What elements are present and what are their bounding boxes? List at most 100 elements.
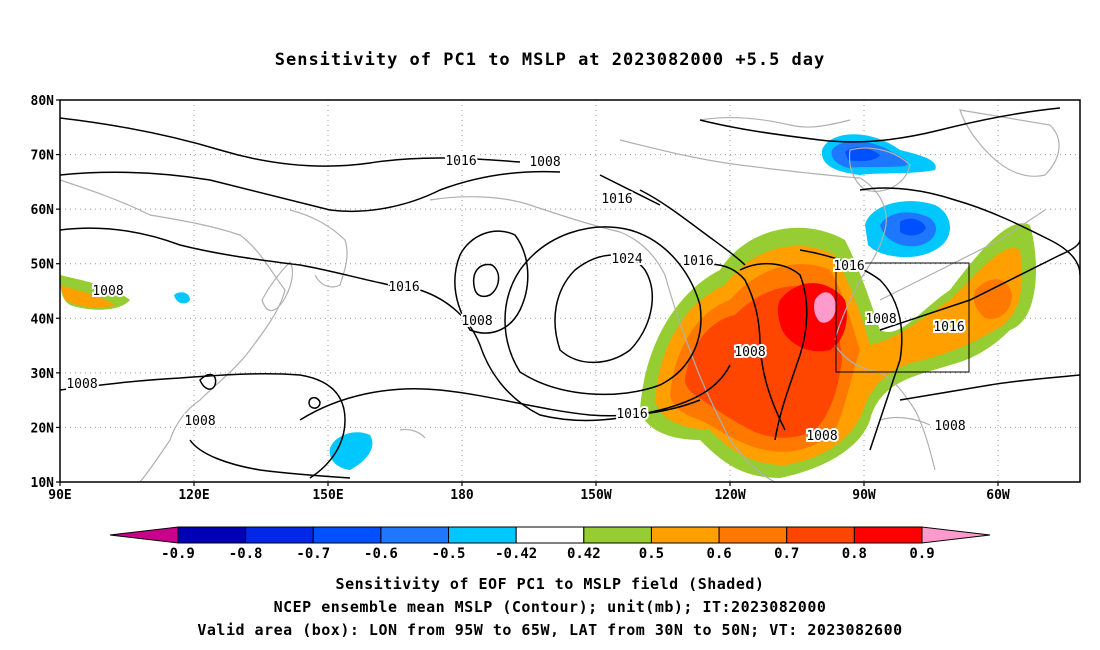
colorbar-label: 0.6 (706, 546, 731, 562)
lat-tick-label: 50N (31, 258, 55, 273)
contour-label: 1016 (388, 280, 419, 295)
lon-tick-label: 90W (852, 488, 876, 503)
contour-6 (554, 254, 653, 364)
coast-gulf (834, 344, 936, 471)
lat-tick-label: 40N (31, 312, 55, 327)
colorbar-label: 0.7 (774, 546, 799, 562)
colorbar-label: -0.7 (296, 546, 330, 562)
contour-15 (859, 187, 1080, 276)
caption-line-3: Valid area (box): LON from 95W to 65W, L… (197, 621, 903, 639)
sensitivity-shading (60, 134, 1036, 478)
contour-labels: 1016 1008 1016 1024 1016 1016 1008 1016 … (64, 152, 967, 446)
contour-label: 1008 (934, 419, 965, 434)
coast-canada (619, 139, 887, 341)
contour-7 (504, 226, 702, 396)
contour-21 (199, 373, 217, 390)
lon-tick-label: 150W (580, 488, 611, 503)
colorbar-label: 0.42 (567, 546, 601, 562)
caption-line-1: Sensitivity of EOF PC1 to MSLP field (Sh… (335, 575, 765, 593)
colorbar-label: 0.8 (842, 546, 867, 562)
shade-pink-core (814, 292, 836, 323)
coast-kamchatka (289, 209, 348, 288)
lat-tick-label: 20N (31, 421, 55, 436)
lat-tick-label: 10N (31, 476, 55, 491)
valid-area-box (835, 262, 970, 373)
contour-9 (60, 373, 346, 479)
colorbar-swatch (312, 526, 382, 544)
coastlines (60, 109, 1060, 482)
colorbar-label: -0.42 (495, 546, 537, 562)
coast-japan (261, 261, 294, 312)
colorbar-swatch (583, 526, 652, 544)
colorbar-swatch (853, 526, 923, 544)
lon-tick-label: 90E (48, 488, 71, 503)
colorbar-swatch (380, 526, 450, 544)
chart-title: Sensitivity of PC1 to MSLP at 2023082000… (274, 50, 826, 70)
shade-blue-mid-core (900, 218, 926, 236)
contour-label: 1008 (66, 377, 97, 392)
colorbar: -0.9 -0.8 -0.7 -0.6 -0.5 -0.42 0.42 0.5 0.6 0.7 0.… (109, 526, 991, 562)
contour-5 (473, 263, 500, 298)
contour-18 (699, 107, 1061, 143)
contour-4 (454, 230, 529, 334)
coast-cuba (879, 416, 931, 426)
coast-islands (399, 428, 426, 439)
colorbar-label: -0.8 (229, 546, 263, 562)
contour-16 (879, 239, 1080, 331)
caption-line-2: NCEP ensemble mean MSLP (Contour); unit(… (273, 598, 827, 616)
contour-label: 1016 (616, 407, 647, 422)
shade-blue-north-core (845, 147, 880, 162)
coast-arctic (699, 116, 851, 128)
mslp-contours (60, 107, 1080, 479)
shade-orange-asia (60, 285, 115, 308)
contour-19 (639, 189, 746, 266)
colorbar-swatch (177, 526, 247, 544)
contour-label: 1008 (865, 312, 896, 327)
lon-tick-label: 120W (714, 488, 745, 503)
lon-tick-label: 180 (450, 488, 474, 503)
coast-hudson (848, 147, 911, 192)
colorbar-label: 0.5 (639, 546, 664, 562)
contour-label: 1008 (461, 314, 492, 329)
coast-greenland (959, 109, 1060, 177)
contour-11 (308, 396, 321, 409)
lat-tick-label: 60N (31, 203, 55, 218)
lon-tick-label: 150E (312, 488, 343, 503)
contour-17 (899, 374, 1080, 401)
contour-2 (60, 170, 561, 213)
contour-20 (599, 174, 661, 206)
contour-label: 1016 (682, 254, 713, 269)
lat-tick-label: 80N (31, 94, 55, 109)
colorbar-label: -0.5 (432, 546, 466, 562)
lon-tick-label: 120E (178, 488, 209, 503)
contour-label: 1016 (601, 192, 632, 207)
contour-label: 1016 (933, 320, 964, 335)
contour-10 (189, 439, 351, 479)
map-frame (59, 99, 1081, 483)
lat-tick-label: 70N (31, 149, 55, 164)
colorbar-left-arrow (109, 526, 179, 544)
shade-blue-japan (174, 292, 190, 304)
contour-8 (299, 388, 701, 421)
contour-label: 1008 (184, 414, 215, 429)
contour-12 (739, 262, 808, 441)
colorbar-swatch (718, 526, 788, 544)
colorbar-label: 0.9 (909, 546, 934, 562)
contour-14 (799, 249, 903, 451)
lat-tick-label: 30N (31, 367, 55, 382)
colorbar-right-arrow (921, 526, 991, 544)
shade-darkorange-east (973, 279, 1012, 319)
contour-label: 1008 (529, 155, 560, 170)
colorbar-label: -0.9 (161, 546, 195, 562)
contour-label: 1008 (806, 429, 837, 444)
colorbar-label: -0.6 (364, 546, 398, 562)
colorbar-swatch (448, 526, 517, 544)
contour-1 (60, 117, 521, 167)
colorbar-swatch (245, 526, 314, 544)
colorbar-swatch (650, 526, 720, 544)
contour-label: 1016 (445, 154, 476, 169)
colorbar-swatch (515, 526, 585, 544)
colorbar-swatch (786, 526, 855, 544)
contour-13 (699, 263, 786, 431)
